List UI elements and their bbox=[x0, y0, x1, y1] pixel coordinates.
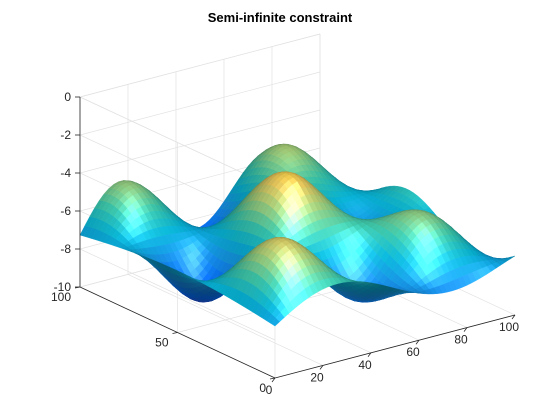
z-tick-label: -10 bbox=[54, 280, 72, 294]
z-tick-label: -4 bbox=[60, 166, 71, 180]
x-tick-label: 60 bbox=[406, 345, 420, 359]
surface-layer bbox=[79, 143, 516, 327]
back-grid-z bbox=[79, 71, 321, 136]
box-edge bbox=[79, 96, 276, 189]
y-tick-label: 0 bbox=[259, 381, 266, 395]
y-tick-mark bbox=[269, 377, 276, 380]
box-edge bbox=[79, 33, 321, 98]
surface-patch bbox=[506, 255, 516, 260]
y-tick-label: 50 bbox=[155, 336, 169, 350]
z-tick-label: 0 bbox=[64, 90, 71, 104]
x-tick-mark bbox=[415, 339, 420, 345]
back-grid-z bbox=[79, 109, 321, 174]
x-tick-label: 100 bbox=[499, 320, 519, 334]
x-tick-mark bbox=[367, 352, 372, 358]
y-tick-label: 100 bbox=[51, 290, 71, 304]
x-axis-line bbox=[274, 314, 516, 379]
side-grid-z bbox=[79, 248, 276, 341]
axis-layer bbox=[74, 96, 516, 383]
z-tick-label: -8 bbox=[60, 242, 71, 256]
x-tick-mark bbox=[511, 314, 516, 320]
z-tick-label: -2 bbox=[60, 128, 71, 142]
x-tick-label: 0 bbox=[266, 383, 273, 397]
x-tick-mark bbox=[271, 377, 276, 383]
tick-labels: 0 20 40 60 80 100 0 50 100 0 -2 -4 -6 -8 -10 bbox=[51, 90, 519, 397]
x-tick-label: 80 bbox=[454, 333, 468, 347]
y-tick-mark bbox=[172, 332, 178, 334]
x-tick-mark bbox=[319, 365, 324, 370]
z-tick-label: -6 bbox=[60, 204, 71, 218]
x-tick-mark bbox=[463, 327, 468, 332]
x-tick-label: 40 bbox=[358, 358, 372, 372]
chart-title: Semi-infinite constraint bbox=[207, 10, 353, 25]
x-tick-label: 20 bbox=[310, 370, 324, 384]
